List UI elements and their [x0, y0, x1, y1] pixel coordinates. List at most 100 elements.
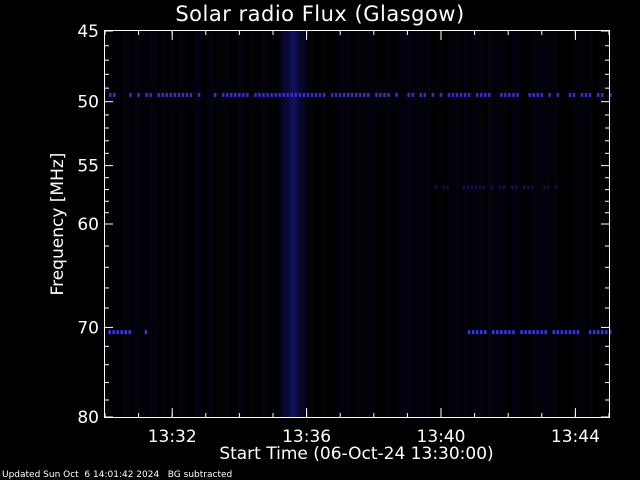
heatmap-streak: [125, 31, 130, 417]
interference-mark: [532, 330, 535, 335]
interference-mark: [149, 92, 152, 97]
heatmap-streak: [479, 31, 485, 417]
interference-mark: [544, 330, 547, 335]
interference-mark: [596, 330, 600, 335]
interference-mark: [434, 185, 437, 190]
interference-mark: [524, 330, 527, 335]
heatmap-streak: [201, 31, 206, 417]
burst-column: [291, 31, 294, 417]
heatmap-streak: [471, 31, 476, 417]
update-status-text: Updated Sun Oct 6 14:01:42 2024 BG subtr…: [2, 470, 233, 480]
heatmap-streak: [467, 31, 472, 417]
heatmap-streak: [455, 31, 460, 417]
heatmap-streak: [512, 31, 517, 417]
y-tick-label: 45: [77, 22, 99, 42]
interference-mark: [367, 92, 370, 97]
heatmap-streak: [221, 31, 226, 417]
interference-mark: [181, 92, 185, 97]
interference-mark: [157, 92, 160, 97]
heatmap-streak: [121, 31, 126, 417]
y-axis-label: Frequency [MHz]: [48, 152, 68, 296]
heatmap-streak: [161, 31, 166, 417]
interference-mark: [318, 92, 322, 97]
heatmap-streak: [391, 31, 396, 417]
heatmap-streak: [403, 31, 408, 417]
interference-mark: [496, 330, 499, 335]
interference-mark: [588, 92, 592, 97]
interference-mark: [474, 185, 478, 190]
interference-mark: [527, 185, 530, 190]
burst-column: [287, 31, 290, 417]
heatmap-streak: [560, 31, 565, 417]
heatmap-streak: [234, 31, 239, 417]
interference-mark: [270, 92, 273, 97]
plot-frame: [104, 30, 610, 418]
interference-mark: [592, 330, 596, 335]
heatmap-streak: [484, 31, 489, 417]
interference-mark: [254, 92, 257, 97]
interference-mark: [310, 92, 314, 97]
heatmap-streak: [246, 31, 251, 417]
interference-mark: [314, 92, 318, 97]
interference-mark: [189, 92, 193, 97]
interference-mark: [322, 92, 326, 97]
interference-mark: [447, 92, 451, 97]
heatmap-streak: [548, 31, 553, 417]
heatmap-streak: [193, 31, 198, 417]
heatmap-streak: [242, 31, 247, 417]
heatmap-streak: [580, 31, 585, 417]
heatmap-streak: [209, 31, 214, 417]
burst-column: [281, 31, 284, 417]
heatmap-streak: [274, 31, 279, 417]
interference-mark: [359, 92, 362, 97]
heatmap-streak: [552, 31, 557, 417]
heatmap-streak: [258, 31, 263, 417]
heatmap-streak: [213, 31, 218, 417]
interference-mark: [609, 92, 612, 97]
interference-mark: [173, 92, 177, 97]
interference-mark: [197, 92, 201, 97]
burst-column: [295, 31, 297, 417]
interference-mark: [306, 92, 310, 97]
interference-mark: [484, 92, 487, 97]
interference-mark: [540, 330, 543, 335]
chart-title: Solar radio Flux (Glasgow): [175, 2, 465, 26]
heatmap-streak: [318, 31, 323, 417]
heatmap-streak: [540, 31, 545, 417]
interference-mark: [543, 185, 546, 190]
heatmap-streak: [520, 31, 525, 417]
interference-mark: [512, 330, 515, 335]
interference-mark: [113, 92, 116, 97]
heatmap-streak: [375, 31, 380, 417]
heatmap-streak: [463, 31, 468, 417]
heatmap-streak: [435, 31, 440, 417]
x-tick-label: 13:36: [282, 427, 331, 447]
heatmap-streak: [254, 31, 259, 417]
interference-mark: [500, 92, 503, 97]
interference-mark: [128, 330, 132, 335]
heatmap-streak: [229, 31, 235, 417]
heatmap-streak: [322, 31, 327, 417]
interference-mark: [555, 185, 558, 190]
interference-mark: [387, 92, 390, 97]
interference-mark: [560, 330, 564, 335]
heatmap-streak: [189, 31, 194, 417]
interference-mark: [467, 92, 471, 97]
interference-mark: [302, 92, 306, 97]
heatmap-streak: [169, 31, 174, 417]
interference-mark: [379, 92, 382, 97]
heatmap-streak: [157, 31, 162, 417]
heatmap-streak: [488, 31, 493, 417]
heatmap-streak: [185, 31, 190, 417]
heatmap-streak: [564, 31, 569, 417]
interference-mark: [516, 92, 519, 97]
interference-mark: [423, 92, 427, 97]
interference-mark: [407, 92, 410, 97]
interference-mark: [238, 92, 241, 97]
interference-mark: [609, 330, 612, 335]
interference-mark: [258, 92, 261, 97]
x-tick-label: 13:44: [551, 427, 600, 447]
interference-mark: [522, 185, 526, 190]
heatmap-streak: [399, 31, 404, 417]
heatmap-streak: [516, 31, 521, 417]
